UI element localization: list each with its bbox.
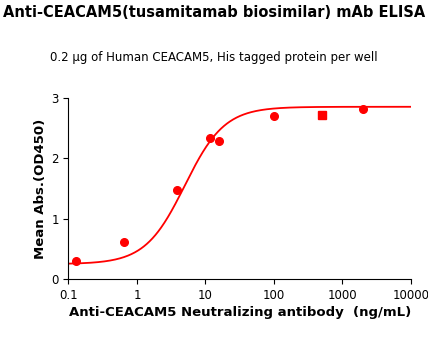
Text: Anti-CEACAM5(tusamitamab biosimilar) mAb ELISA: Anti-CEACAM5(tusamitamab biosimilar) mAb…	[3, 5, 425, 20]
X-axis label: Anti-CEACAM5 Neutralizing antibody  (ng/mL): Anti-CEACAM5 Neutralizing antibody (ng/m…	[68, 306, 411, 319]
Y-axis label: Mean Abs.(OD450): Mean Abs.(OD450)	[34, 118, 47, 259]
Text: 0.2 μg of Human CEACAM5, His tagged protein per well: 0.2 μg of Human CEACAM5, His tagged prot…	[50, 51, 378, 64]
